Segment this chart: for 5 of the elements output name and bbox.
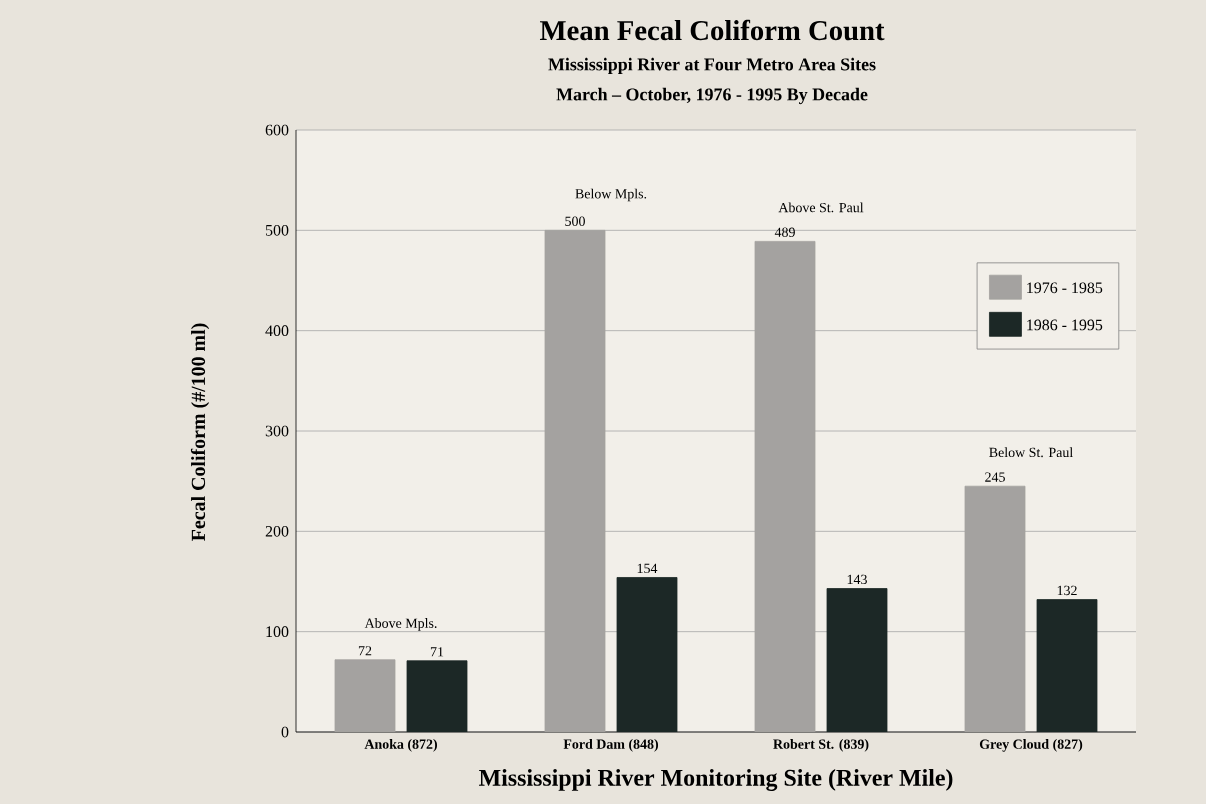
- text: March – October, 1976 - 1995 By Decade: [556, 87, 868, 105]
- x-axis-title: Mississippi River Monitoring Site (River Mile): [479, 769, 953, 791]
- chart-title: Mean Fecal Coliform Count: [539, 19, 885, 41]
- y-axis-title: Fecal Coliform (#/100 ml): [190, 323, 210, 541]
- chart-subtitle: Mississippi River at Four Metro Area Sites: [548, 57, 876, 75]
